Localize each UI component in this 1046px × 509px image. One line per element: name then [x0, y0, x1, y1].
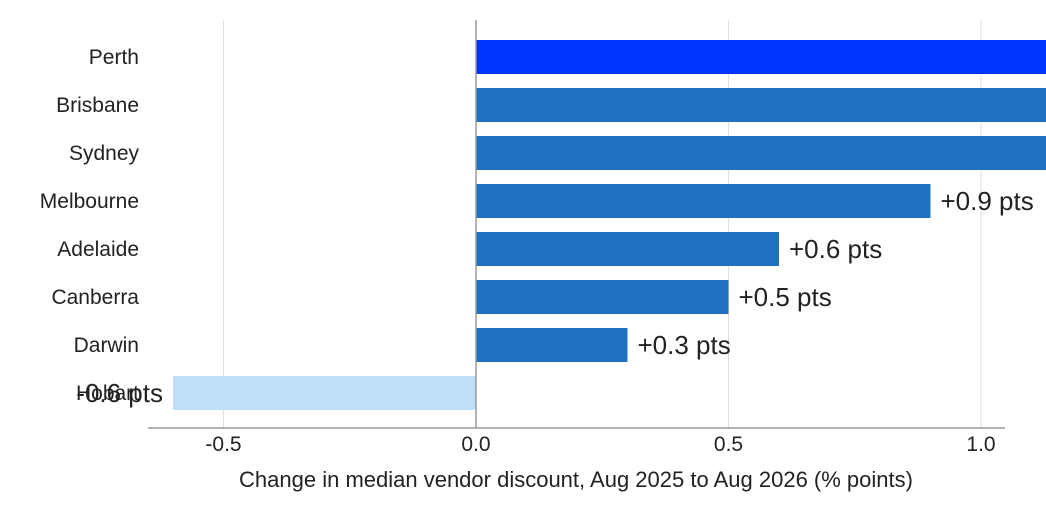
category-label: Darwin	[74, 334, 139, 357]
category-label: Brisbane	[56, 94, 139, 117]
bar	[173, 376, 476, 410]
category-label: Melbourne	[40, 190, 139, 213]
value-label: -0.6 pts	[76, 378, 163, 408]
bar	[476, 88, 1046, 122]
value-label: +0.3 pts	[638, 330, 731, 360]
category-label: Perth	[89, 46, 139, 69]
bar	[476, 136, 1046, 170]
x-tick-label: 1.0	[966, 433, 995, 456]
bar	[476, 280, 729, 314]
x-tick-label: -0.5	[205, 433, 241, 456]
x-axis: -1.0-0.50.00.51.01.52.0	[148, 20, 1005, 456]
x-tick-label: 0.0	[461, 433, 490, 456]
category-labels: Perth Brisbane Sydney Melbourne Adelaide Canb…	[40, 46, 140, 405]
category-label: Canberra	[51, 286, 139, 309]
category-label: Hobart	[76, 382, 139, 405]
x-axis-title: Change in median vendor discount, Aug 20…	[239, 467, 913, 492]
grid-lines	[223, 20, 982, 428]
bars	[173, 40, 1046, 410]
category-label: Sydney	[69, 142, 140, 165]
bar	[476, 184, 931, 218]
bar	[476, 232, 779, 266]
value-label: +0.5 pts	[739, 282, 832, 312]
bar	[476, 40, 1046, 74]
category-label: Adelaide	[57, 238, 139, 261]
value-label: +0.6 pts	[789, 234, 882, 264]
value-labels: +1.5 pts+1.4 pts+1.3 pts+0.9 pts+0.6 pts…	[76, 186, 1034, 408]
bar	[476, 328, 628, 362]
value-label: +0.9 pts	[941, 186, 1034, 216]
x-tick-label: 0.5	[714, 433, 743, 456]
